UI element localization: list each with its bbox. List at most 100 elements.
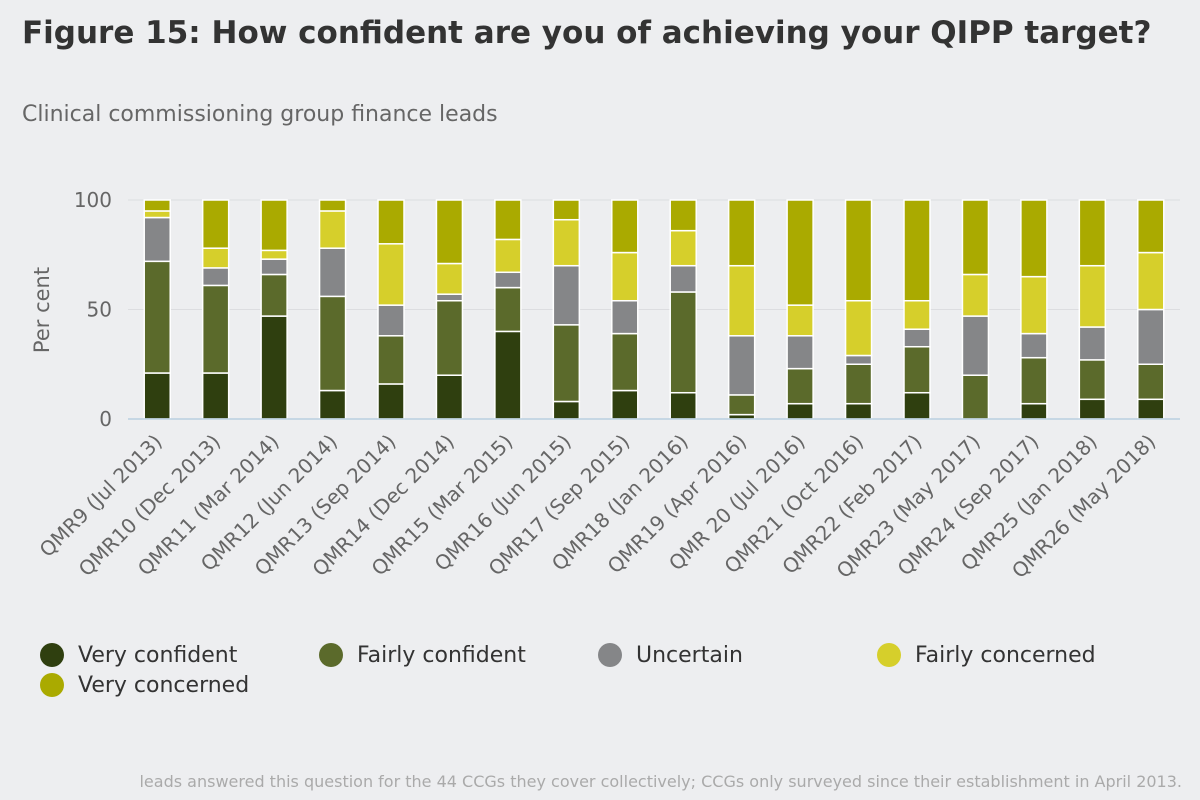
bar-segment <box>1020 332 1048 359</box>
bar-segment <box>201 284 230 374</box>
legend-swatch <box>40 673 64 697</box>
bar-segment <box>903 299 931 330</box>
y-tick-label: 100 <box>74 188 112 212</box>
bar-segment <box>318 389 347 420</box>
bar-segment <box>669 199 697 232</box>
bar-segment <box>669 391 697 420</box>
legend-label: Fairly concerned <box>915 642 1096 668</box>
bar-segment <box>1137 199 1165 254</box>
bar-segment <box>611 251 639 302</box>
bar-segment <box>844 402 873 420</box>
bar-segment <box>435 199 464 265</box>
bar-segment <box>143 216 171 263</box>
y-axis-label: Per cent <box>30 267 54 353</box>
bar-segment <box>669 229 697 267</box>
legend-item: Fairly concerned <box>877 640 1156 670</box>
bar-segment <box>318 199 347 212</box>
y-tick-label: 50 <box>87 298 112 322</box>
bar-segment <box>1137 363 1165 401</box>
legend-item: Uncertain <box>598 640 877 670</box>
bar-segment <box>1078 326 1107 361</box>
bar-segment <box>1020 275 1048 335</box>
bar-segment <box>143 199 171 212</box>
bar-segment <box>903 391 931 420</box>
bar-segment <box>786 304 814 337</box>
bar-segment <box>377 199 405 245</box>
bar-segment <box>552 218 581 267</box>
legend-label: Very confident <box>78 642 238 668</box>
bar-segment <box>1137 308 1165 365</box>
bar-segment <box>1020 356 1048 405</box>
bar-segment <box>611 332 639 392</box>
bar-segment <box>1078 359 1107 401</box>
bar-segment <box>1078 199 1107 267</box>
legend-swatch <box>40 643 64 667</box>
bar-segment <box>260 258 288 276</box>
bar-segment <box>786 402 814 420</box>
legend-swatch <box>319 643 343 667</box>
bar-segment <box>611 389 639 420</box>
bar-segment <box>143 260 171 374</box>
bar-segment <box>494 238 522 274</box>
bar-segment <box>552 199 581 221</box>
bar-segment <box>961 374 990 420</box>
bar-segment <box>727 394 756 416</box>
bar-segment <box>318 247 347 298</box>
chart-subtitle: Clinical commissioning group finance lea… <box>22 102 498 127</box>
bar-segment <box>201 267 230 287</box>
bar-segment <box>260 273 288 317</box>
bar-segment <box>435 262 464 295</box>
bar-segment <box>786 199 814 306</box>
bar-segment <box>1137 398 1165 420</box>
bar-segment <box>377 304 405 337</box>
legend-label: Fairly confident <box>357 642 526 668</box>
bar-segment <box>435 374 464 420</box>
bar-segment <box>1020 199 1048 278</box>
bar-segment <box>844 354 873 365</box>
bar-segment <box>260 199 288 252</box>
bar-segment <box>201 199 230 249</box>
bar-segment <box>844 363 873 405</box>
legend-item: Very concerned <box>40 670 319 700</box>
bar-segment <box>552 264 581 326</box>
bar-segment <box>494 271 522 289</box>
bar-segment <box>552 324 581 403</box>
bar-segment <box>786 367 814 405</box>
legend-swatch <box>877 643 901 667</box>
bar-segment <box>611 199 639 254</box>
bar-segment <box>844 299 873 357</box>
y-tick-label: 0 <box>99 407 112 431</box>
bar-segment <box>1020 402 1048 420</box>
bar-segment <box>143 372 171 420</box>
bar-segment <box>552 400 581 420</box>
bar-segment <box>318 210 347 249</box>
chart-title: Figure 15: How confident are you of achi… <box>22 15 1152 51</box>
footnote: leads answered this question for the 44 … <box>139 772 1182 791</box>
legend-item: Very confident <box>40 640 319 670</box>
legend-label: Uncertain <box>636 642 743 668</box>
bar-segment <box>435 299 464 376</box>
bar-segment <box>903 199 931 302</box>
bar-segment <box>318 295 347 392</box>
bar-segment <box>260 249 288 260</box>
bar-segment <box>611 299 639 335</box>
bar-segment <box>961 273 990 317</box>
bar-segment <box>143 210 171 219</box>
legend-swatch <box>598 643 622 667</box>
bar-segment <box>494 286 522 333</box>
bar-segment <box>669 264 697 293</box>
bar-segment <box>494 330 522 420</box>
bar-segment <box>260 315 288 420</box>
bar-segment <box>377 243 405 306</box>
bar-segment <box>844 199 873 302</box>
bar-segment <box>903 328 931 348</box>
bar-segment <box>669 291 697 394</box>
chart-legend: Very confident Fairly confident Uncertain F… <box>40 640 1180 700</box>
bar-segment <box>727 335 756 396</box>
bar-segment <box>377 335 405 385</box>
bar-segment <box>201 372 230 420</box>
bar-segment <box>961 199 990 276</box>
bar-segment <box>727 199 756 267</box>
bar-segment <box>377 383 405 420</box>
